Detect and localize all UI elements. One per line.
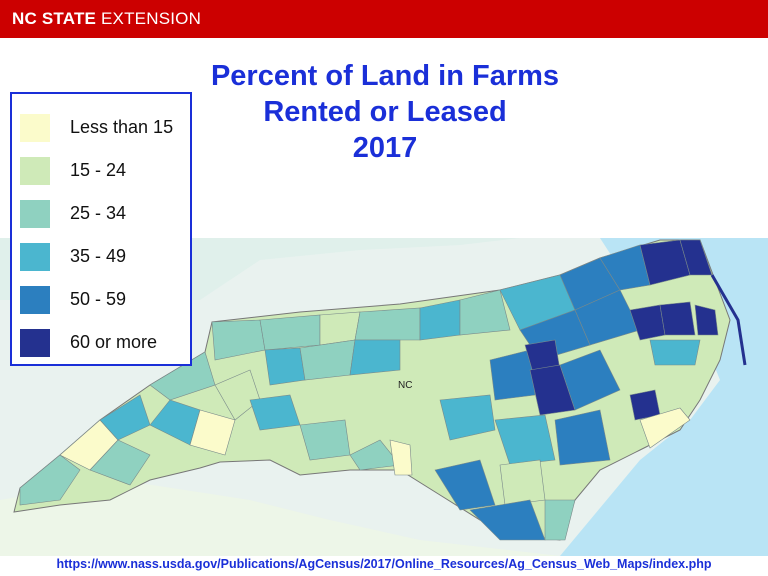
county-east-4 — [659, 301, 696, 336]
county-se-5 — [499, 459, 546, 506]
county-se-2 — [494, 414, 556, 466]
header-bar: NC STATE EXTENSION — [0, 0, 768, 38]
south-land — [0, 480, 560, 556]
county-west-4 — [89, 439, 151, 486]
county-east-12 — [639, 407, 691, 449]
legend-label: 25 - 34 — [70, 203, 127, 223]
county-east-5 — [694, 304, 719, 336]
map-legend: Less than 15 15 - 24 25 - 34 35 - 49 50 … — [10, 92, 192, 366]
county-north-2 — [259, 314, 321, 351]
title-line-2: Rented or Leased — [263, 96, 507, 128]
county-central-1 — [264, 347, 306, 386]
legend-swatch — [20, 200, 50, 228]
county-se-3 — [554, 409, 611, 466]
county-se-1 — [439, 394, 496, 441]
brand-bold-text: NC STATE — [12, 9, 97, 28]
county-east-10 — [559, 349, 621, 411]
legend-label: 15 - 24 — [70, 160, 127, 180]
brand-logo: NC STATE EXTENSION — [12, 9, 201, 29]
county-east-7 — [489, 349, 536, 401]
map-state-label: NC — [398, 380, 413, 391]
brand-light-text: EXTENSION — [101, 9, 202, 28]
county-east-6 — [649, 339, 701, 366]
legend-label: 50 - 59 — [70, 289, 127, 309]
title-line-3: 2017 — [352, 132, 418, 164]
county-shapes — [19, 239, 719, 541]
legend-swatch — [20, 286, 50, 314]
outer-banks — [710, 274, 747, 366]
county-se-7 — [544, 499, 576, 541]
legend-label: 35 - 49 — [70, 246, 127, 266]
legend-label: 60 or more — [70, 332, 158, 352]
county-north-6 — [459, 289, 511, 336]
page-title: Percent of Land in Farms Rented or Lease… — [140, 58, 630, 166]
legend-swatch — [20, 243, 50, 271]
county-west-1 — [19, 454, 81, 506]
title-line-1: Percent of Land in Farms — [210, 60, 560, 92]
legend-label: Less than 15 — [70, 117, 174, 137]
legend-swatch — [20, 157, 50, 185]
source-link[interactable]: https://www.nass.usda.gov/Publications/A… — [56, 557, 712, 571]
county-central-7 — [389, 439, 413, 476]
county-central-3 — [349, 339, 401, 376]
legend-swatch — [20, 329, 50, 357]
county-se-4 — [434, 459, 496, 511]
county-north-4 — [354, 307, 421, 341]
legend-swatch — [20, 114, 50, 142]
